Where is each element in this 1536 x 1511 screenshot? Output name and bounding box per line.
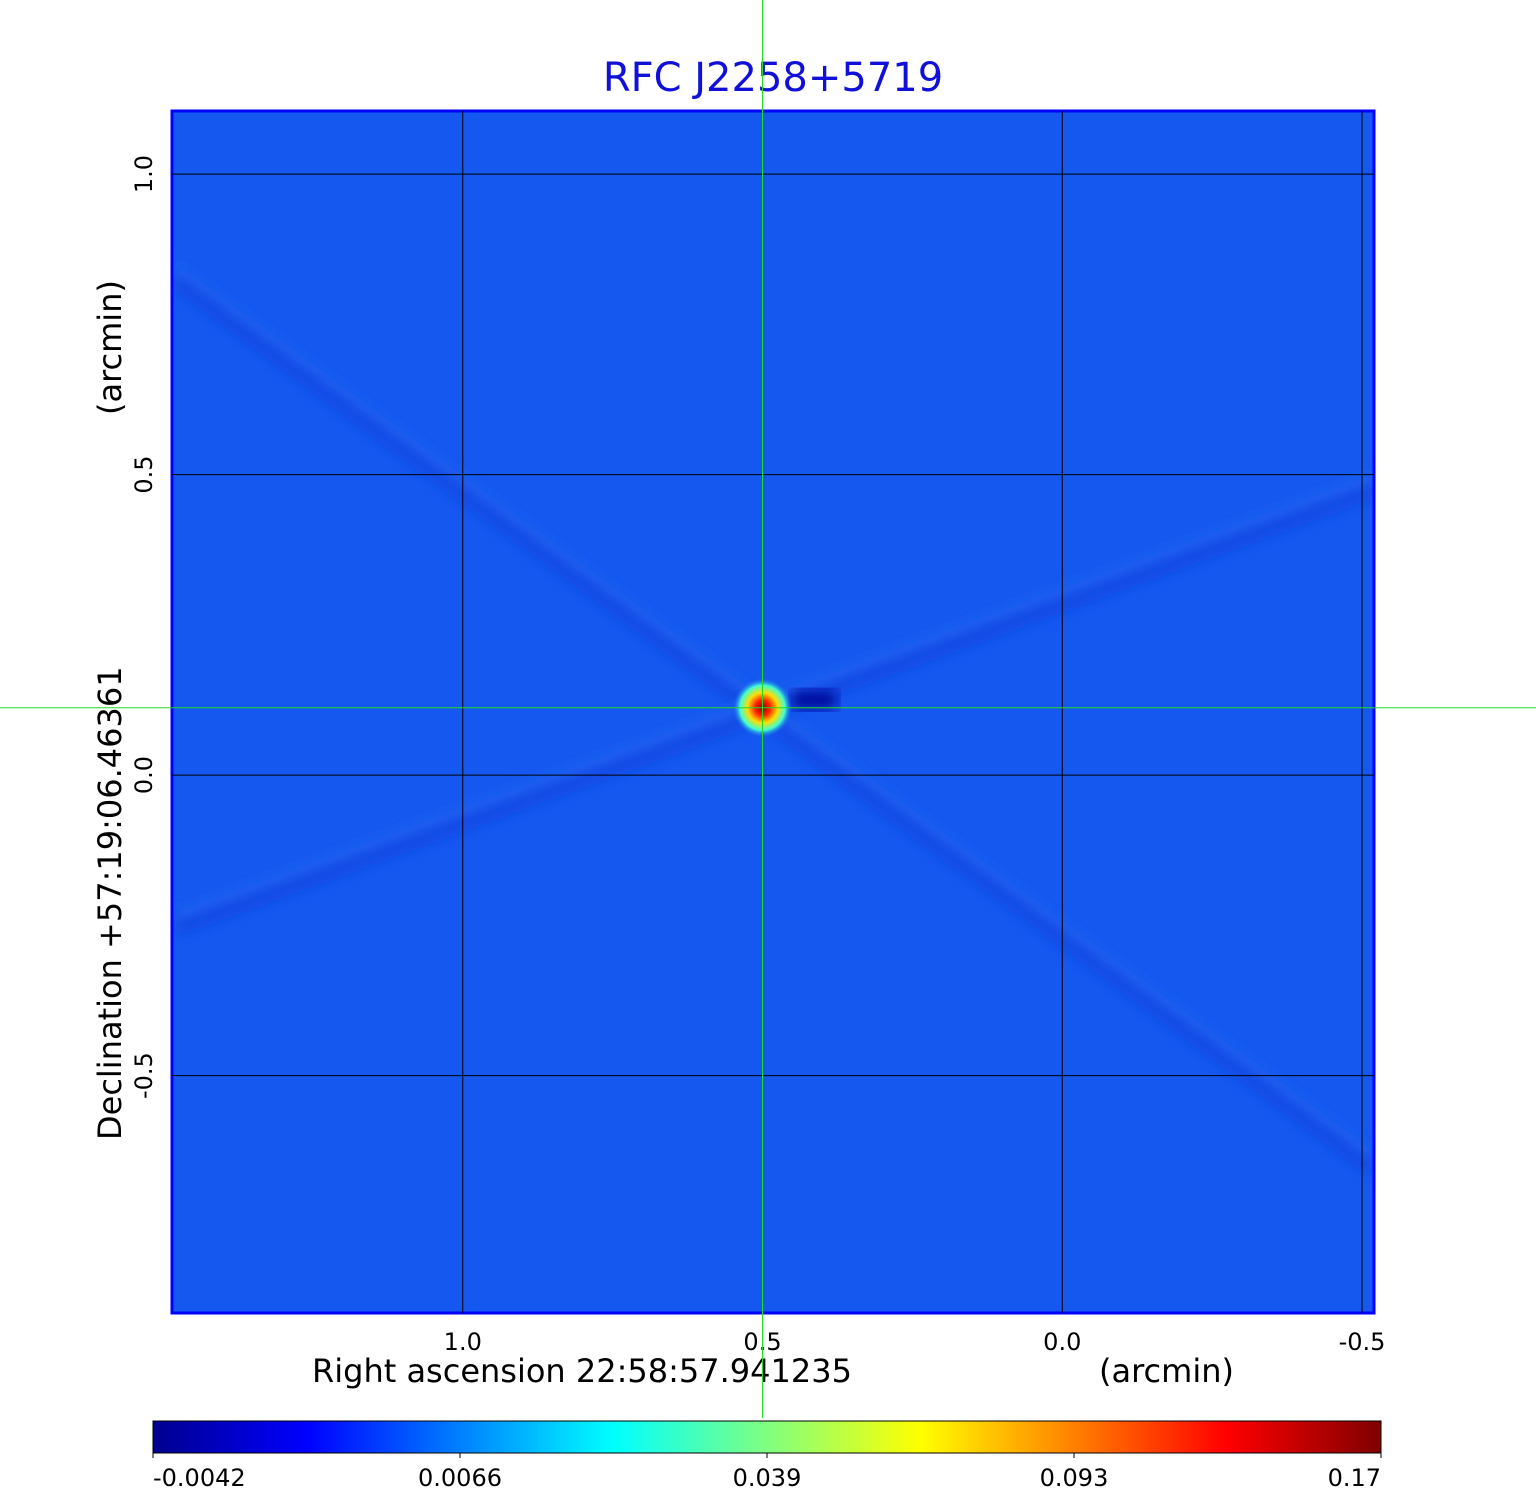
y-tick-label: -0.5 [130,1052,158,1099]
negative-lobe [792,689,837,710]
plot-area [172,111,1374,1313]
colorbar-tick-label: 0.093 [1040,1464,1109,1492]
x-tick-label: 0.0 [1043,1328,1081,1356]
x-axis-label: Right ascension 22:58:57.941235 [312,1352,852,1390]
x-tick-label: 1.0 [444,1328,482,1356]
y-tick-label: 1.0 [130,155,158,193]
y-tick-label: 0.5 [130,456,158,494]
y-axis-ticks: 1.0 0.5 0.0 -0.5 [130,155,158,1099]
chart-title: RFC J2258+5719 [603,55,943,101]
colorbar-tick-label: -0.0042 [153,1464,246,1492]
colorbar-tick-label: 0.0066 [418,1464,502,1492]
colorbar-ticks: -0.0042 0.0066 0.039 0.093 0.17 [152,1453,1382,1492]
y-tick-label: 0.0 [130,756,158,794]
plot-frame [170,109,1376,1315]
x-axis-unit: (arcmin) [1099,1352,1234,1390]
y-axis-label: Declination +57:19:06.46361 [91,666,129,1140]
colorbar-tick-label: 0.17 [1328,1464,1381,1492]
colorbar [152,1420,1382,1454]
crosshair [0,0,1536,1418]
x-tick-label: -0.5 [1339,1328,1386,1356]
colorbar-tick-label: 0.039 [733,1464,802,1492]
y-axis-unit: (arcmin) [91,280,129,415]
